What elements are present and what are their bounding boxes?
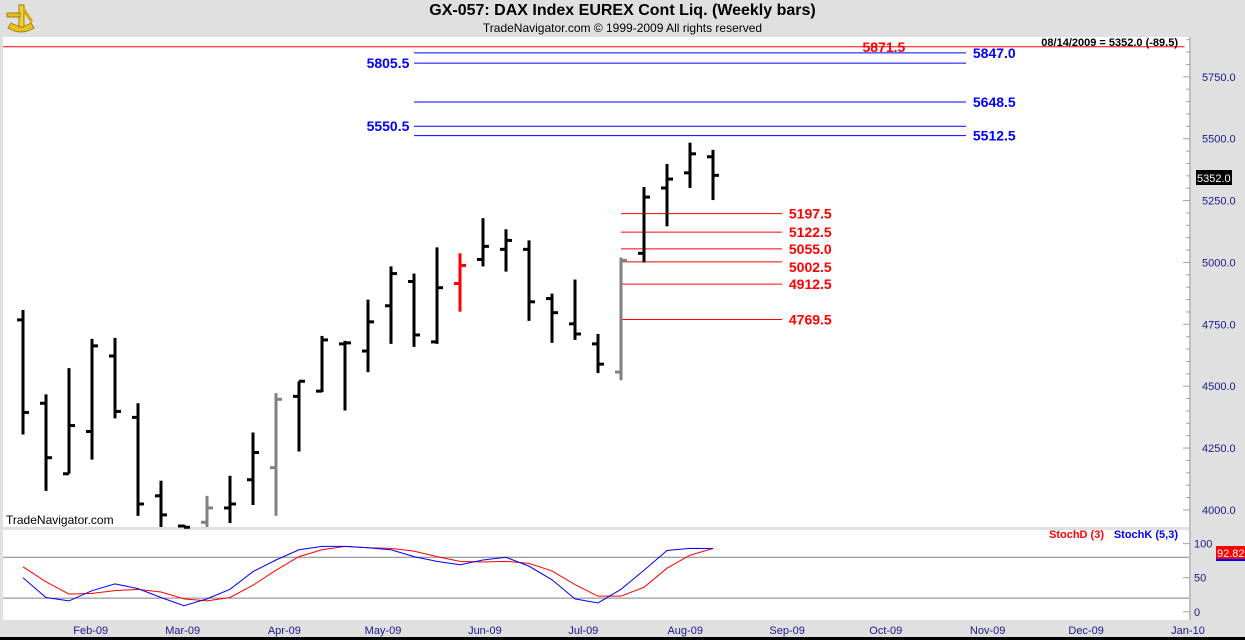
stoch-last-label: 92.82: [1217, 548, 1245, 560]
x-month-label: Sep-09: [769, 625, 804, 637]
level-label: 5122.5: [789, 224, 832, 240]
stoch-y-label: 100: [1194, 539, 1212, 551]
y-tick-label: 4500.0: [1202, 381, 1236, 393]
ohlc-bar: [592, 333, 604, 374]
x-month-label: Jun-09: [468, 625, 502, 637]
x-month-label: May-09: [365, 625, 402, 637]
ohlc-bar: [86, 338, 98, 460]
ohlc-bar: [293, 379, 305, 452]
price-panel: [3, 37, 1189, 527]
x-month-label: Oct-09: [869, 625, 902, 637]
ohlc-bar: [546, 293, 558, 343]
ohlc-bar: [477, 218, 489, 267]
x-month-label: Feb-09: [73, 625, 108, 637]
x-month-label: Dec-09: [1068, 625, 1103, 637]
ohlc-bar: [569, 279, 581, 340]
ohlc-bar: [615, 257, 627, 381]
ohlc-bar: [661, 163, 673, 227]
level-label: 4769.5: [789, 311, 832, 327]
level-label: 5197.5: [789, 206, 832, 222]
sextant-logo-icon: [6, 4, 35, 33]
ohlc-bar: [500, 229, 512, 272]
x-month-label: Jan-10: [1171, 625, 1205, 637]
ohlc-bar: [155, 480, 167, 527]
ohlc-bar: [523, 240, 535, 321]
last-price-badge: [1196, 170, 1232, 185]
y-tick-label: 4750.0: [1202, 319, 1236, 331]
x-month-label: Aug-09: [667, 625, 702, 637]
level-label: 4912.5: [789, 276, 832, 292]
y-tick-label: 5250.0: [1202, 196, 1236, 208]
level-label: 5805.5: [367, 55, 410, 71]
ohlc-bar: [178, 524, 190, 529]
level-label: 5512.5: [973, 128, 1016, 144]
y-tick-label: 4250.0: [1202, 443, 1236, 455]
bottom-border: [0, 637, 1245, 640]
y-tick-label: 5000.0: [1202, 257, 1236, 269]
y-tick-label: 5750.0: [1202, 72, 1236, 84]
stoch-k-legend: StochK (5,3): [1114, 529, 1179, 541]
watermark: TradeNavigator.com: [6, 513, 114, 527]
x-month-label: Apr-09: [268, 625, 301, 637]
level-label: 5002.5: [789, 259, 832, 275]
level-label: 5648.5: [973, 94, 1016, 110]
last-price-label: 5352.0: [1197, 173, 1231, 185]
stoch-k-badge-underline: [1216, 559, 1245, 561]
ohlc-bar: [224, 475, 236, 524]
ohlc-bar: [316, 335, 328, 393]
y-tick-label: 4000.0: [1202, 505, 1236, 517]
ohlc-bar: [132, 403, 144, 516]
level-label: 5847.0: [973, 45, 1016, 61]
y-tick-label: 5500.0: [1202, 134, 1236, 146]
ohlc-bar: [707, 149, 719, 201]
stoch-k-line: [22, 545, 714, 607]
ohlc-bar: [684, 142, 696, 188]
stochastic-panel: [3, 530, 1189, 620]
stoch-last-badge: [1216, 546, 1245, 559]
ohlc-bar: [40, 394, 52, 491]
ohlc-bar: [408, 273, 420, 347]
stoch-d-legend: StochD (3): [1049, 529, 1104, 541]
ohlc-bar: [247, 432, 259, 505]
ohlc-bar: [17, 309, 29, 435]
x-month-label: Mar-09: [165, 625, 200, 637]
ohlc-bar: [362, 299, 374, 373]
stoch-y-label: 0: [1194, 607, 1200, 619]
ohlc-bar: [339, 340, 351, 411]
ohlc-bar: [109, 337, 121, 419]
last-bar-readout: 08/14/2009 = 5352.0 (-89.5): [1041, 37, 1178, 49]
stoch-y-label: 50: [1194, 573, 1206, 585]
ohlc-bar: [431, 247, 443, 344]
title-bar: GX-057: DAX Index EUREX Cont Liq. (Weekl…: [0, 0, 1245, 36]
ohlc-bar: [385, 266, 397, 344]
x-month-label: Jul-09: [568, 625, 598, 637]
ohlc-bar: [63, 368, 75, 476]
ohlc-bar: [270, 393, 282, 516]
ohlc-bar: [638, 186, 650, 263]
ohlc-bar: [454, 253, 466, 312]
chart-title: GX-057: DAX Index EUREX Cont Liq. (Weekl…: [429, 2, 816, 19]
x-month-label: Nov-09: [970, 625, 1005, 637]
copyright-subtitle: TradeNavigator.com © 1999-2009 All right…: [482, 21, 763, 35]
ohlc-bar: [201, 495, 213, 527]
level-label: 5550.5: [367, 118, 410, 134]
level-label: 5055.0: [789, 241, 832, 257]
level-label: 5871.5: [863, 39, 906, 55]
